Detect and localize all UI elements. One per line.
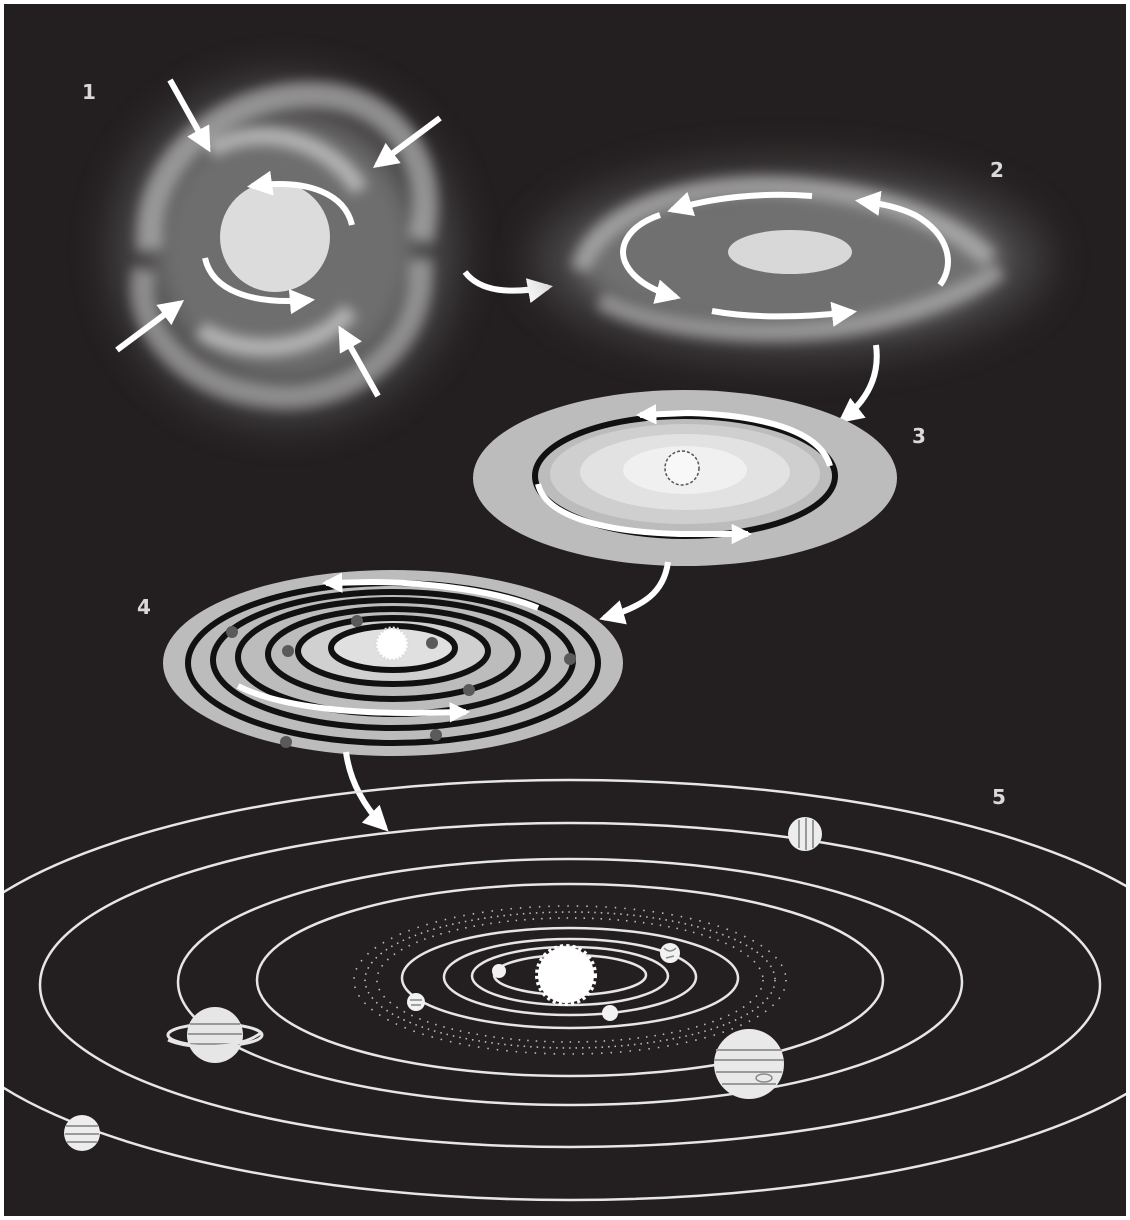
saturn-icon [166,1007,264,1063]
young-sun [374,626,410,662]
rotation-arrow [635,404,833,467]
stage-number-5: 5 [992,785,1006,809]
inward-arrow [338,325,381,398]
rotation-arrow [667,191,813,216]
asteroid-belt [364,911,776,1049]
disk-core [728,230,852,274]
rotation-arrow [236,683,471,723]
stage-5-solar-system [4,778,1126,1202]
rotation-arrow [620,212,681,304]
planetesimal [426,637,438,649]
stage-number-4: 4 [137,595,151,619]
venus-icon [602,1005,618,1021]
earth-icon [660,943,680,963]
neptune-icon [64,1115,100,1151]
inward-arrow [115,299,185,353]
stage-4-planetesimal-rings [163,570,623,756]
uranus-icon [788,817,822,851]
rotation-arrow [247,170,355,226]
sun-icon [535,944,597,1006]
planetesimal [463,684,475,696]
stage-number-1: 1 [82,80,96,104]
flow-arrow-3-to-4 [599,561,671,625]
rotation-arrow [321,572,540,611]
stage-3-protoplanetary-disk [473,390,897,566]
flow-arrow-1-to-2 [462,270,553,304]
stage-2-spinning-disk [535,165,1045,355]
protostar [664,450,700,486]
rotation-arrow [711,301,858,327]
planetesimal [430,729,442,741]
asteroid-belt [376,917,764,1043]
planetesimal [564,653,576,665]
rotation-arrow [854,190,951,287]
planetesimal [282,645,294,657]
inward-arrow [167,78,211,153]
inward-arrow [372,115,442,169]
rotation-arrow [535,483,753,545]
mercury-icon [492,964,506,978]
stage-number-3: 3 [912,424,926,448]
mars-icon [407,993,425,1011]
rotation-arrow [202,257,316,315]
planetesimal [280,736,292,748]
planetesimal [226,626,238,638]
flow-arrow-2-to-3 [838,344,880,424]
planetesimal [351,615,363,627]
stage-1-collapsing-cloud [115,78,455,420]
jupiter-icon [714,1029,784,1099]
stage-number-2: 2 [990,158,1004,182]
flow-arrow-4-to-5 [343,751,389,832]
cloud-core [220,182,330,292]
asteroid-belt [353,905,787,1055]
